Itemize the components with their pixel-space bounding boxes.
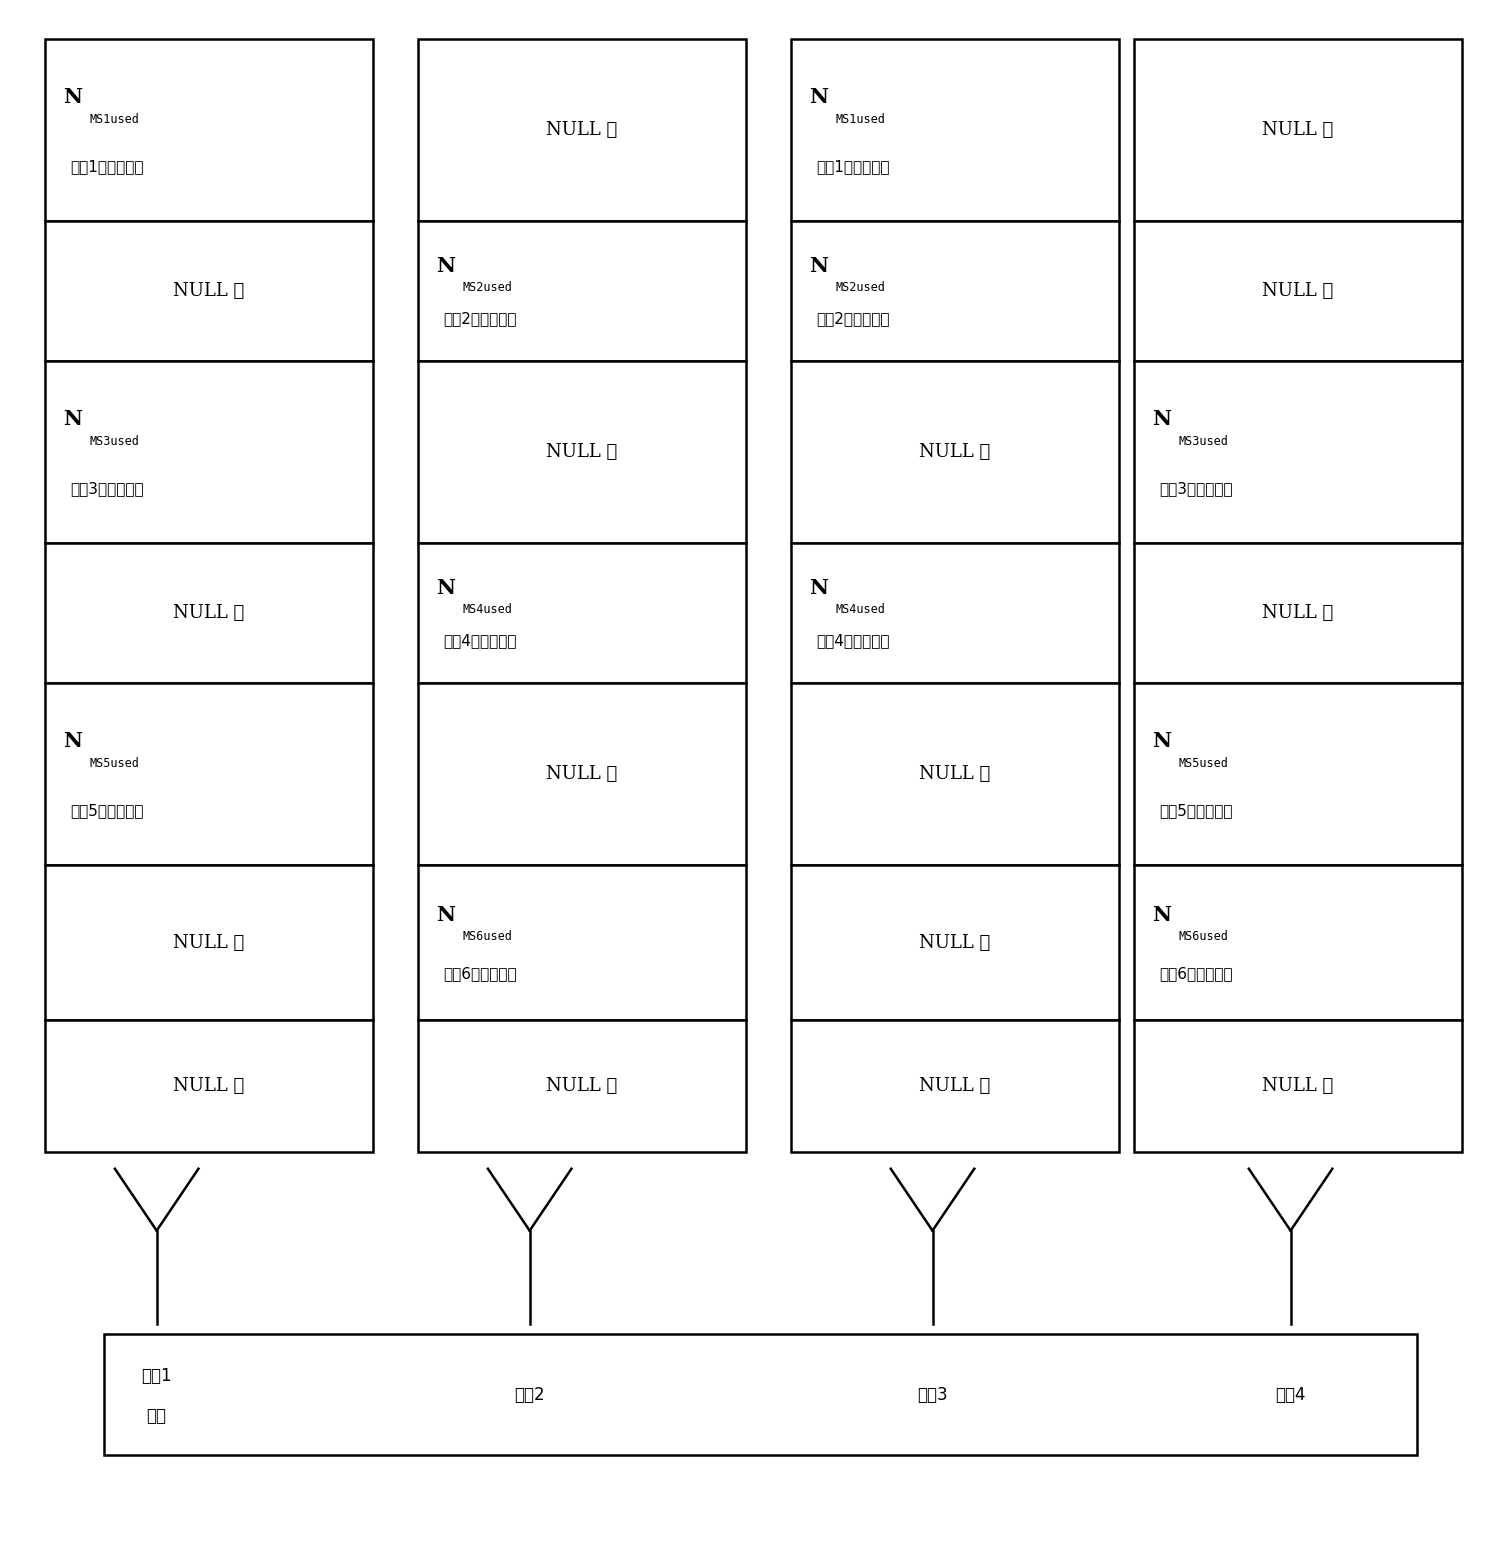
Bar (418, 361, 746, 543)
Bar (1134, 221, 1462, 361)
Text: 终端2占用子信道: 终端2占用子信道 (443, 311, 516, 327)
Text: 终端4占用子信道: 终端4占用子信道 (816, 633, 889, 649)
Text: N: N (809, 577, 828, 598)
Bar (418, 865, 746, 1020)
Bar (1134, 543, 1462, 683)
Text: NULL 空: NULL 空 (173, 1077, 245, 1094)
Text: N: N (436, 577, 455, 598)
Text: NULL 空: NULL 空 (1262, 604, 1334, 622)
Text: MS3used: MS3used (1179, 435, 1228, 447)
Text: MS5used: MS5used (1179, 757, 1228, 769)
Bar (1134, 39, 1462, 221)
Text: NULL 空: NULL 空 (919, 933, 991, 952)
Bar (1134, 1020, 1462, 1152)
Text: NULL 空: NULL 空 (546, 765, 618, 783)
Bar (45, 865, 373, 1020)
Text: NULL 空: NULL 空 (1262, 282, 1334, 300)
Text: MS6used: MS6used (1179, 930, 1228, 943)
Bar (418, 683, 746, 865)
Text: MS6used: MS6used (463, 930, 512, 943)
Text: 终端1占用子信道: 终端1占用子信道 (816, 159, 889, 173)
Text: N: N (809, 255, 828, 276)
Text: MS4used: MS4used (836, 604, 885, 616)
Text: NULL 空: NULL 空 (919, 765, 991, 783)
Text: 终端3占用子信道: 终端3占用子信道 (1159, 481, 1232, 495)
Bar (45, 221, 373, 361)
Bar (45, 39, 373, 221)
Text: 终端4占用子信道: 终端4占用子信道 (443, 633, 516, 649)
Bar (418, 1020, 746, 1152)
Bar (791, 361, 1119, 543)
Text: 终端6占用子信道: 终端6占用子信道 (443, 966, 516, 981)
Text: N: N (436, 906, 455, 924)
Text: MS2used: MS2used (463, 282, 512, 294)
Text: NULL 空: NULL 空 (919, 443, 991, 461)
Text: 天线3: 天线3 (918, 1385, 947, 1404)
Text: N: N (1152, 409, 1171, 429)
Text: 终端3占用子信道: 终端3占用子信道 (70, 481, 143, 495)
Text: MS2used: MS2used (836, 282, 885, 294)
Bar (104, 1334, 1417, 1455)
Bar (791, 39, 1119, 221)
Bar (1134, 361, 1462, 543)
Bar (791, 543, 1119, 683)
Text: 终端6占用子信道: 终端6占用子信道 (1159, 966, 1232, 981)
Text: 终端1占用子信道: 终端1占用子信道 (70, 159, 143, 173)
Bar (791, 1020, 1119, 1152)
Text: NULL 空: NULL 空 (173, 604, 245, 622)
Bar (45, 543, 373, 683)
Text: 天线2: 天线2 (515, 1385, 545, 1404)
Bar (791, 683, 1119, 865)
Text: MS5used: MS5used (90, 757, 139, 769)
Bar (418, 39, 746, 221)
Text: N: N (809, 87, 828, 107)
Text: 天线1: 天线1 (142, 1367, 172, 1385)
Bar (45, 361, 373, 543)
Bar (1134, 865, 1462, 1020)
Text: N: N (63, 731, 82, 751)
Bar (45, 1020, 373, 1152)
Text: 终端5占用子信道: 终端5占用子信道 (1159, 803, 1232, 817)
Text: NULL 空: NULL 空 (546, 121, 618, 139)
Text: NULL 空: NULL 空 (546, 1077, 618, 1094)
Text: N: N (436, 255, 455, 276)
Text: 终端5占用子信道: 终端5占用子信道 (70, 803, 143, 817)
Text: N: N (1152, 731, 1171, 751)
Text: N: N (63, 409, 82, 429)
Text: NULL 空: NULL 空 (1262, 121, 1334, 139)
Text: 终端2占用子信道: 终端2占用子信道 (816, 311, 889, 327)
Bar (1134, 683, 1462, 865)
Bar (418, 221, 746, 361)
Text: NULL 空: NULL 空 (173, 933, 245, 952)
Bar (791, 221, 1119, 361)
Text: MS4used: MS4used (463, 604, 512, 616)
Text: N: N (1152, 906, 1171, 924)
Text: 基站: 基站 (146, 1407, 167, 1426)
Text: 天线4: 天线4 (1276, 1385, 1306, 1404)
Text: NULL 空: NULL 空 (546, 443, 618, 461)
Text: NULL 空: NULL 空 (1262, 1077, 1334, 1094)
Text: MS3used: MS3used (90, 435, 139, 447)
Text: N: N (63, 87, 82, 107)
Text: MS1used: MS1used (836, 113, 885, 125)
Text: NULL 空: NULL 空 (173, 282, 245, 300)
Text: MS1used: MS1used (90, 113, 139, 125)
Text: NULL 空: NULL 空 (919, 1077, 991, 1094)
Bar (418, 543, 746, 683)
Bar (45, 683, 373, 865)
Bar (791, 865, 1119, 1020)
